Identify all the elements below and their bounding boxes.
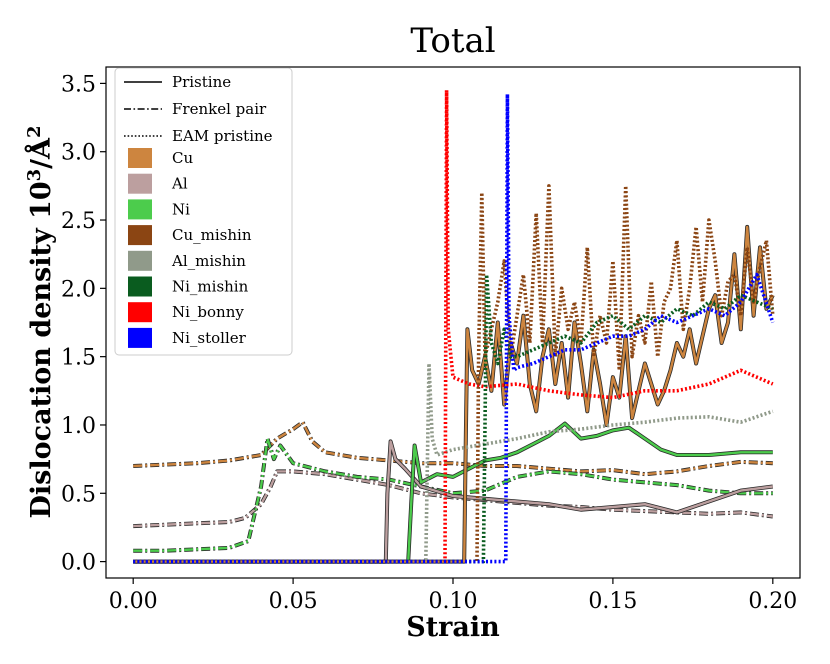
x-tick-label: 0.20 — [748, 589, 797, 614]
axis-ticks: 0.00 0.05 0.10 0.15 0.20 0.0 0.5 1.0 1.5 2.0 2.5 3.… — [61, 72, 797, 614]
legend: Pristine Frenkel pair EAM pristine Cu Al Ni Cu… — [114, 67, 293, 356]
series-line-al-pristine — [133, 440, 773, 563]
series-line-cu-frenkel-pair — [133, 421, 773, 476]
legend-swatch — [128, 327, 152, 348]
x-tick-label: 0.00 — [109, 589, 158, 614]
legend-label: Frenkel pair — [172, 100, 267, 118]
legend-label: EAM pristine — [172, 127, 273, 145]
y-axis-label-unit: /Å — [23, 137, 57, 169]
y-tick-label: 2.0 — [61, 277, 96, 302]
y-axis-label-unit-sup: 2 — [24, 126, 45, 139]
y-tick-label: 3.0 — [61, 141, 96, 166]
legend-label: Ni_bonny — [172, 303, 244, 321]
legend-label: Cu_mishin — [172, 226, 252, 244]
legend-label: Cu — [172, 149, 193, 167]
legend-swatch — [128, 250, 152, 271]
series-outline-al-frenkel-pair — [133, 469, 774, 529]
series-line-al-mishin-eam-pristine — [133, 361, 774, 564]
y-axis-label-main: Dislocation density 10 — [26, 181, 57, 518]
legend-swatch — [128, 276, 152, 297]
series-layer — [133, 88, 775, 564]
x-tick-label: 0.05 — [269, 589, 318, 614]
series-line-ni-stoller-eam-pristine — [133, 92, 775, 564]
legend-label: Ni_mishin — [172, 278, 249, 296]
y-tick-label: 0.0 — [61, 551, 96, 576]
legend-label: Pristine — [172, 73, 231, 91]
legend-label: Ni — [172, 200, 190, 218]
legend-label: Al — [171, 175, 188, 193]
y-axis-label: Dislocation density 103/Å2 — [23, 126, 57, 519]
series-outline-cu-frenkel-pair — [133, 420, 773, 477]
x-axis-label: Strain — [406, 612, 500, 643]
plot-frame — [105, 66, 801, 579]
x-tick-label: 0.10 — [429, 589, 478, 614]
x-tick-label: 0.15 — [588, 589, 637, 614]
y-tick-label: 0.5 — [61, 482, 96, 507]
y-tick-label: 1.5 — [61, 346, 96, 371]
series-line-ni-bonny-eam-pristine — [133, 88, 774, 564]
legend-label: Ni_stoller — [172, 329, 247, 347]
legend-label: Al_mishin — [171, 252, 246, 270]
legend-swatch — [128, 173, 152, 194]
series-line-ni-mishin-eam-pristine — [133, 272, 774, 564]
legend-swatch — [128, 148, 152, 168]
series-line-cu-mishin-eam-pristine — [133, 184, 775, 564]
series-line-al-frenkel-pair — [133, 470, 773, 528]
series-line-cu-pristine — [133, 225, 774, 563]
y-tick-label: 1.0 — [61, 414, 96, 439]
y-axis-label-sup: 3 — [24, 169, 45, 182]
y-tick-label: 2.5 — [61, 209, 96, 234]
legend-swatch — [128, 225, 152, 246]
chart-title: Total — [410, 21, 495, 61]
series-line-ni-pristine — [133, 422, 773, 563]
legend-box — [114, 67, 293, 356]
series-outline-al-pristine — [133, 439, 774, 564]
y-tick-label: 3.5 — [61, 72, 96, 97]
legend-swatch — [128, 302, 152, 323]
legend-swatch — [128, 199, 152, 220]
